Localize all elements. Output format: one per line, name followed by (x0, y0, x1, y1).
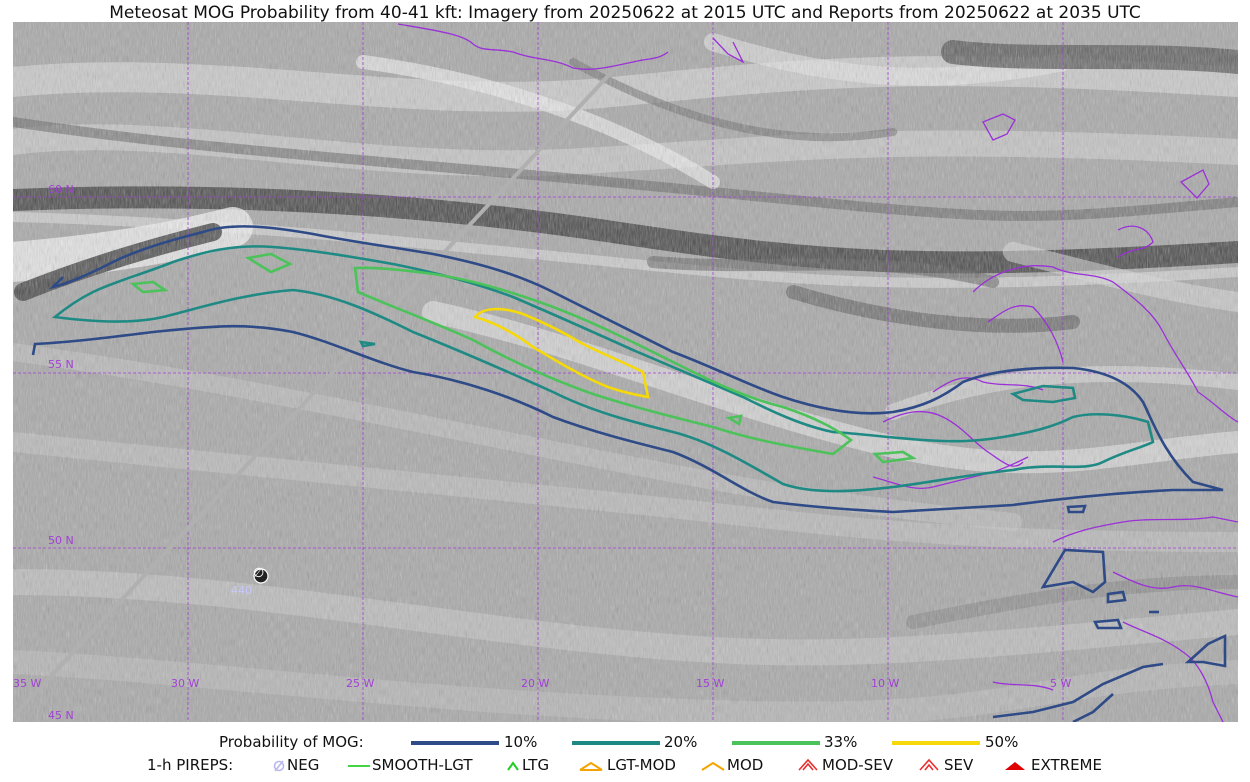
coastlines (397, 23, 1238, 722)
ltg-chevron-icon (507, 761, 519, 771)
lat-label-50n: 50 N (48, 534, 74, 547)
pirep-label-ltg: LTG (522, 756, 550, 774)
mod-sev-chevron-icon (798, 758, 818, 771)
lon-label-25w: 25 W (346, 677, 375, 690)
lgt-mod-chevron-icon (579, 761, 603, 771)
lon-label-20w: 20 W (521, 677, 550, 690)
probability-legend-title: Probability of MOG: (219, 733, 364, 751)
contour-50pct (472, 307, 650, 399)
legend-label-50pct: 50% (985, 733, 1019, 751)
probability-legend: Probability of MOG: 10% 20% 33% 50% (0, 733, 1250, 753)
legend-label-10pct: 10% (504, 733, 538, 751)
pirep-label-lgt-mod: LGT-MOD (607, 756, 676, 774)
legend-line-20pct (572, 741, 660, 745)
legend-line-10pct (411, 741, 499, 745)
lat-label-45n: 45 N (48, 709, 74, 722)
pirep-label-smooth-lgt: SMOOTH-LGT (372, 756, 473, 774)
legend-label-33pct: 33% (824, 733, 858, 751)
pirep-label-extreme: EXTREME (1031, 756, 1102, 774)
extreme-chevron-icon (1005, 762, 1025, 770)
pirep-label-mod-sev: MOD-SEV (822, 756, 893, 774)
legend-line-50pct (892, 741, 980, 745)
lon-label-5w: 5 W (1050, 677, 1072, 690)
legend-line-33pct (732, 741, 820, 745)
sev-chevron-icon (919, 758, 939, 771)
neg-icon (273, 760, 285, 772)
contour-20pct (51, 245, 1155, 493)
lon-label-10w: 10 W (871, 677, 900, 690)
pirep-label-mod: MOD (727, 756, 764, 774)
map-title: Meteosat MOG Probability from 40-41 kft:… (109, 3, 1141, 23)
flight-track (13, 22, 660, 719)
pirep-label-sev: SEV (944, 756, 974, 774)
pirep-legend-title: 1-h PIREPS: (147, 756, 234, 774)
pirep-neg-marker[interactable] (253, 568, 269, 584)
lon-label-30w: 30 W (171, 677, 200, 690)
contour-33pct (129, 252, 917, 464)
satellite-map[interactable]: ∅ 440 60 N 55 N 50 N 45 N 35 W 30 W 25 W… (13, 22, 1238, 722)
legend-label-20pct: 20% (664, 733, 698, 751)
map-canvas (13, 22, 1238, 722)
lat-label-55n: 55 N (48, 358, 74, 371)
contour-10pct (31, 225, 1227, 722)
pirep-neg-symbol: ∅ (253, 566, 265, 581)
imagery-grain (13, 22, 1238, 722)
pirep-altitude-label: 440 (231, 584, 252, 597)
pirep-label-neg: NEG (287, 756, 320, 774)
lon-label-35w: 35 W (13, 677, 42, 690)
graticule (13, 22, 1238, 722)
mod-chevron-icon (701, 761, 725, 771)
lon-label-15w: 15 W (696, 677, 725, 690)
smooth-lgt-line-icon (348, 765, 370, 767)
pirep-legend: 1-h PIREPS: NEG SMOOTH-LGT LTG LGT-MOD M… (0, 756, 1250, 776)
lat-label-60n: 60 N (48, 183, 74, 196)
